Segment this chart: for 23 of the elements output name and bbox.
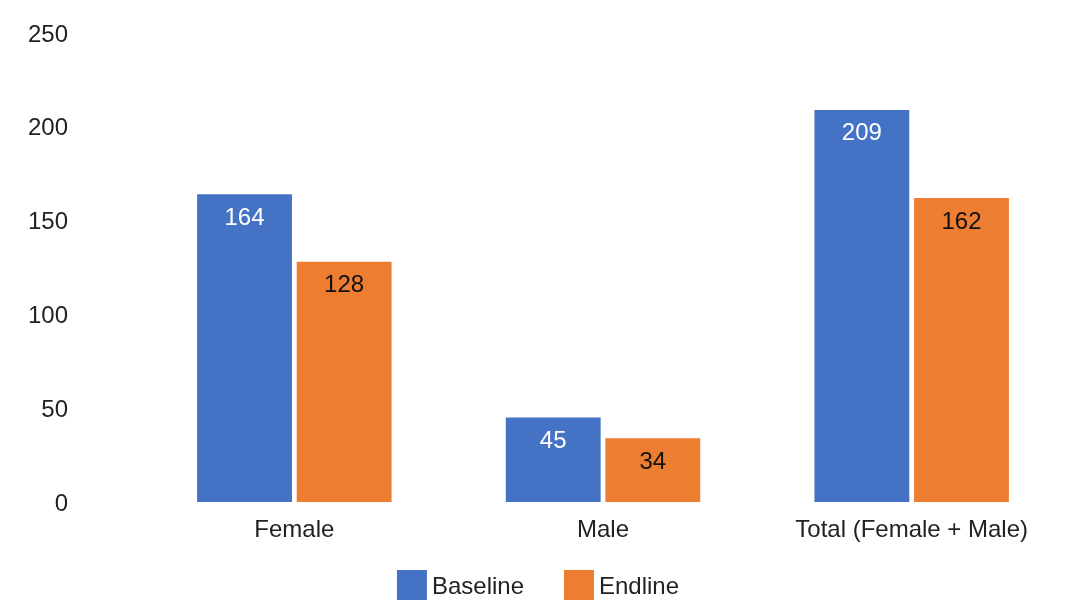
data-label: 45 (539, 426, 567, 454)
bar (296, 261, 392, 502)
y-tick-label: 100 (27, 300, 68, 328)
bar (814, 109, 910, 502)
data-label: 128 (324, 270, 365, 298)
x-tick-label: Total (Female + Male) (795, 514, 1029, 542)
y-tick-label: 250 (27, 19, 68, 47)
legend-label: Endline (599, 571, 680, 599)
x-tick-label: Male (576, 514, 630, 542)
legend-label: Baseline (431, 571, 524, 599)
x-tick-label: Female (254, 514, 335, 542)
y-tick-label: 150 (27, 207, 68, 235)
y-tick-label: 0 (54, 488, 68, 516)
bar (505, 417, 601, 502)
y-tick-label: 50 (41, 394, 68, 422)
bar (197, 194, 292, 502)
data-label: 164 (224, 202, 265, 230)
data-label: 209 (841, 118, 882, 146)
data-label: 34 (639, 446, 667, 474)
bar (914, 198, 1009, 502)
bar (605, 438, 701, 502)
data-label: 162 (941, 206, 982, 234)
y-tick-label: 200 (27, 113, 68, 141)
